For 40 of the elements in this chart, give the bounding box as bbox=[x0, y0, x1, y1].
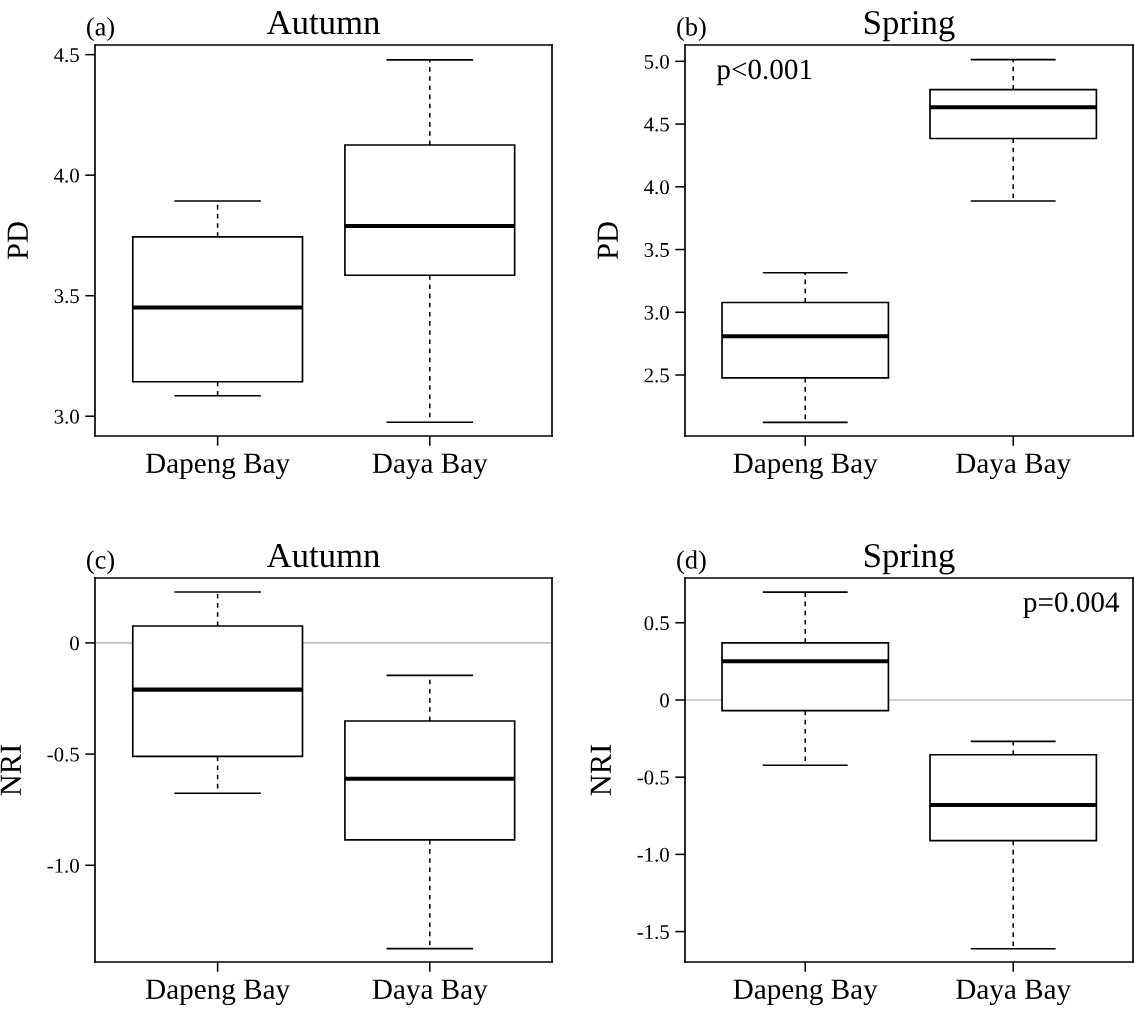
y-tick-label: 3.5 bbox=[54, 289, 79, 304]
x-tick-label: Dapeng Bay bbox=[145, 979, 290, 1006]
x-tick-label: Daya Bay bbox=[956, 453, 1071, 480]
text: (c) bbox=[87, 550, 114, 575]
y-tick-label: 4.5 bbox=[644, 117, 669, 132]
y-tick-label: 3.5 bbox=[644, 242, 669, 258]
x-tick-label: Daya Bay bbox=[372, 979, 488, 1006]
y-tick-label: 4.5 bbox=[54, 48, 79, 63]
y-tick-label: 3.0 bbox=[54, 409, 79, 424]
y-tick-label: -0.5 bbox=[637, 770, 669, 785]
y-tick-label: 3.0 bbox=[644, 305, 669, 320]
y-tick-label: -1.0 bbox=[47, 858, 79, 873]
y-tick-label: -1.5 bbox=[637, 925, 669, 940]
y-tick-label: -1.0 bbox=[637, 847, 669, 862]
text: (b) bbox=[677, 17, 706, 42]
y-axis-title: PD bbox=[7, 222, 28, 260]
x-tick-label: Dapeng Bay bbox=[733, 453, 878, 480]
y-axis-title: NRI bbox=[590, 744, 611, 796]
y-tick-label: 2.5 bbox=[644, 368, 669, 383]
x-tick-label: Dapeng Bay bbox=[733, 979, 878, 1006]
y-tick-label: 0 bbox=[660, 693, 669, 708]
y-tick-label: 0.5 bbox=[644, 616, 669, 631]
y-tick-label: 4.0 bbox=[644, 180, 669, 195]
y-tick-label: -0.5 bbox=[47, 747, 79, 762]
chart-title: Autumn bbox=[266, 543, 380, 568]
x-tick-label: Daya Bay bbox=[372, 453, 488, 480]
x-tick-label: Dapeng Bay bbox=[145, 453, 290, 480]
text: (d) bbox=[677, 550, 706, 575]
y-tick-label: 0 bbox=[70, 636, 79, 651]
chart-title: Spring bbox=[865, 10, 955, 42]
annotation: p=0.004 bbox=[1023, 592, 1120, 618]
annotation: p<0.001 bbox=[716, 59, 812, 86]
chart-title: Spring bbox=[865, 543, 955, 575]
chart-title: Autumn bbox=[266, 10, 380, 35]
y-axis-title: PD bbox=[597, 222, 618, 260]
y-tick-label: 5.0 bbox=[644, 54, 669, 69]
y-tick-label: 4.0 bbox=[54, 168, 79, 183]
text: (a) bbox=[87, 17, 114, 42]
x-tick-label: Daya Bay bbox=[956, 979, 1071, 1006]
y-axis-title: NRI bbox=[0, 744, 21, 796]
